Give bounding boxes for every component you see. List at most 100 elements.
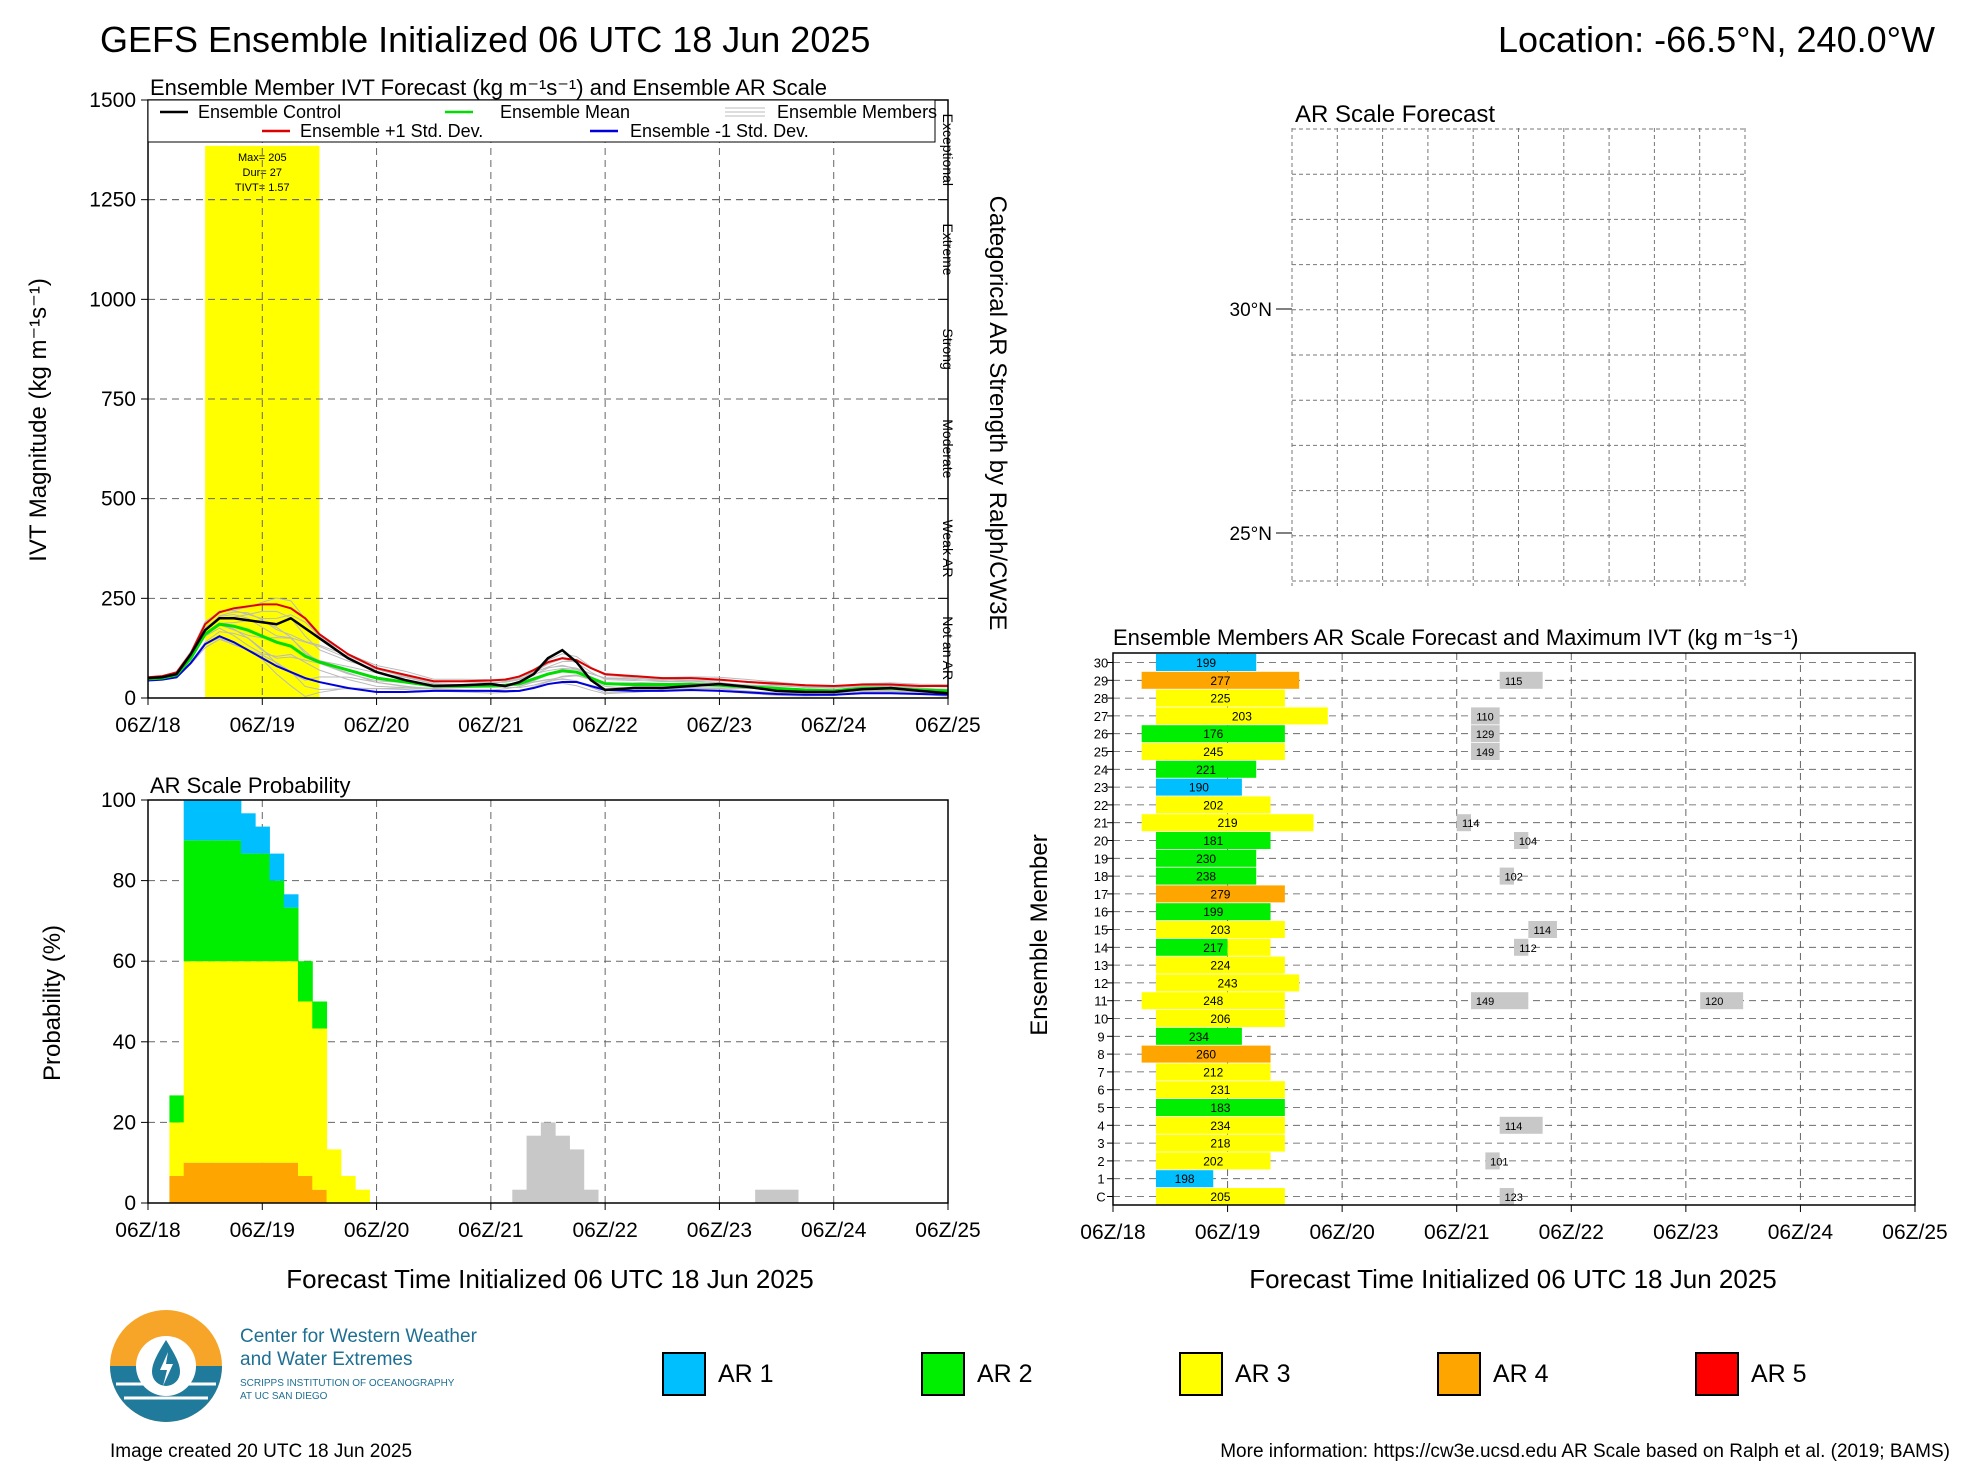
member-gray-bar	[1471, 707, 1500, 725]
ivt-panel: Ensemble Member IVT Forecast (kg m⁻¹s⁻¹)…	[25, 75, 1011, 737]
member-max-ivt-label: 279	[1210, 887, 1230, 901]
ivt-x-tick-label: 06Z/23	[687, 714, 752, 737]
location-label: Location: -66.5°N, 240.0°W	[1498, 19, 1935, 60]
member-max-ivt-label: 203	[1210, 923, 1230, 937]
probability-y-axis-label: Probability (%)	[39, 925, 66, 1081]
prob-bar-segment	[340, 1175, 356, 1203]
ivt-x-tick-label: 06Z/19	[230, 714, 295, 737]
ivt-y-tick-label: 1500	[89, 89, 136, 112]
member-ar-bar	[1155, 707, 1328, 725]
member-max-ivt-label: 219	[1218, 816, 1238, 830]
member-ar-bar	[1155, 1188, 1285, 1205]
ivt-y-tick-label: 0	[124, 687, 136, 710]
member-ar-bar	[1155, 654, 1257, 671]
prob-bar-segment	[283, 961, 299, 1163]
members-panel: Ensemble Members AR Scale Forecast and M…	[1026, 625, 1948, 1294]
prob-bar-segment	[298, 1001, 313, 1176]
member-max-ivt-label: 183	[1210, 1101, 1230, 1115]
members-y-axis-label: Ensemble Member	[1026, 834, 1053, 1035]
ivt-legend: Ensemble Control Ensemble Mean Ensemble …	[160, 102, 937, 141]
member-ar-bar	[1155, 956, 1285, 974]
member-y-tick-label: 3	[1097, 1136, 1104, 1151]
legend-plus-std-label: Ensemble +1 Std. Dev.	[300, 121, 483, 141]
prob-bar-segment	[255, 1162, 270, 1203]
ivt-x-tick-label: 06Z/18	[115, 714, 180, 737]
prob-bar-segment	[269, 853, 285, 881]
prob-bar-segment	[183, 840, 199, 962]
ar-window-annotation: Max= 205	[238, 152, 287, 164]
member-y-tick-label: 16	[1094, 905, 1108, 920]
prob-x-tick-label: 06Z/20	[344, 1219, 409, 1242]
prob-gray-bar	[569, 1149, 585, 1203]
prob-gray-bar	[755, 1189, 770, 1203]
prob-bar-segment	[198, 961, 213, 1163]
prob-y-tick-label: 80	[113, 870, 136, 893]
prob-y-tick-label: 20	[113, 1111, 136, 1134]
ar-category-label: Weak AR	[940, 519, 956, 577]
created-timestamp: Image created 20 UTC 18 Jun 2025	[110, 1441, 412, 1462]
members-x-tick-label: 06Z/25	[1882, 1221, 1947, 1244]
prob-x-tick-label: 06Z/23	[687, 1219, 752, 1242]
member-gray-label: 120	[1705, 996, 1723, 1008]
member-max-ivt-label: 203	[1232, 709, 1252, 723]
member-max-ivt-label: 234	[1189, 1030, 1209, 1044]
member-y-tick-label: 13	[1094, 958, 1108, 973]
logo-line-1: Center for Western Weather	[240, 1326, 478, 1347]
members-x-tick-label: 06Z/19	[1195, 1221, 1260, 1244]
member-y-tick-label: 23	[1094, 780, 1108, 795]
prob-bar-segment	[255, 826, 270, 854]
prob-x-tick-label: 06Z/21	[458, 1219, 523, 1242]
member-y-tick-label: 2	[1097, 1154, 1104, 1169]
member-ar-bar	[1141, 992, 1285, 1010]
member-y-tick-label: 7	[1097, 1065, 1104, 1080]
prob-plot-frame	[147, 799, 949, 1204]
member-ar-bar	[1227, 938, 1271, 956]
prob-bar-segment	[240, 813, 256, 854]
member-max-ivt-label: 248	[1203, 994, 1223, 1008]
member-ar-bar	[1155, 938, 1228, 956]
prob-gray-bar	[540, 1122, 556, 1203]
probability-x-axis-label: Forecast Time Initialized 06 UTC 18 Jun …	[286, 1264, 813, 1294]
ivt-y-tick-label: 250	[101, 587, 136, 610]
ivt-x-tick-label: 06Z/20	[344, 714, 409, 737]
member-y-tick-label: 30	[1094, 656, 1108, 671]
member-max-ivt-label: 181	[1203, 834, 1223, 848]
member-y-tick-label: 29	[1094, 673, 1108, 688]
prob-bar-segment	[198, 800, 213, 841]
legend-minus-std-label: Ensemble -1 Std. Dev.	[630, 121, 809, 141]
prob-y-tick-label: 60	[113, 950, 136, 973]
member-y-tick-label: 22	[1094, 798, 1108, 813]
ar-legend-label: AR 1	[718, 1360, 774, 1388]
prob-x-tick-label: 06Z/19	[230, 1219, 295, 1242]
prob-bar-segment	[326, 1149, 342, 1203]
member-max-ivt-label: 212	[1203, 1065, 1223, 1079]
member-max-ivt-label: 260	[1196, 1048, 1216, 1062]
member-gray-bar	[1514, 832, 1529, 849]
prob-bar-segment	[298, 961, 313, 1002]
member-ar-bar	[1155, 760, 1257, 778]
member-gray-label: 110	[1476, 711, 1494, 723]
member-max-ivt-label: 230	[1196, 852, 1216, 866]
map-lat-label: 25°N	[1230, 524, 1272, 545]
ivt-legend-box	[147, 99, 936, 143]
prob-bar-segment	[212, 1162, 228, 1203]
member-gray-label: 149	[1476, 747, 1494, 759]
member-y-tick-label: 6	[1097, 1083, 1104, 1098]
member-ar-bar	[1155, 1152, 1271, 1170]
prob-bar-segment	[240, 1162, 256, 1203]
member-max-ivt-label: 205	[1210, 1190, 1230, 1204]
members-x-tick-label: 06Z/18	[1080, 1221, 1145, 1244]
ivt-series-line	[147, 603, 948, 688]
ar-category-label: Not an AR	[940, 616, 956, 680]
member-gray-bar	[1499, 671, 1543, 689]
prob-bar-segment	[240, 961, 256, 1163]
member-ar-bar	[1155, 885, 1285, 903]
logo-line-3: SCRIPPS INSTITUTION OF OCEANOGRAPHY	[240, 1378, 455, 1389]
prob-bar-segment	[283, 1162, 299, 1203]
member-y-tick-label: 24	[1094, 762, 1108, 777]
ar-legend-swatch	[1179, 1352, 1223, 1396]
member-gray-bar	[1514, 938, 1529, 956]
member-y-tick-label: 27	[1094, 709, 1108, 724]
